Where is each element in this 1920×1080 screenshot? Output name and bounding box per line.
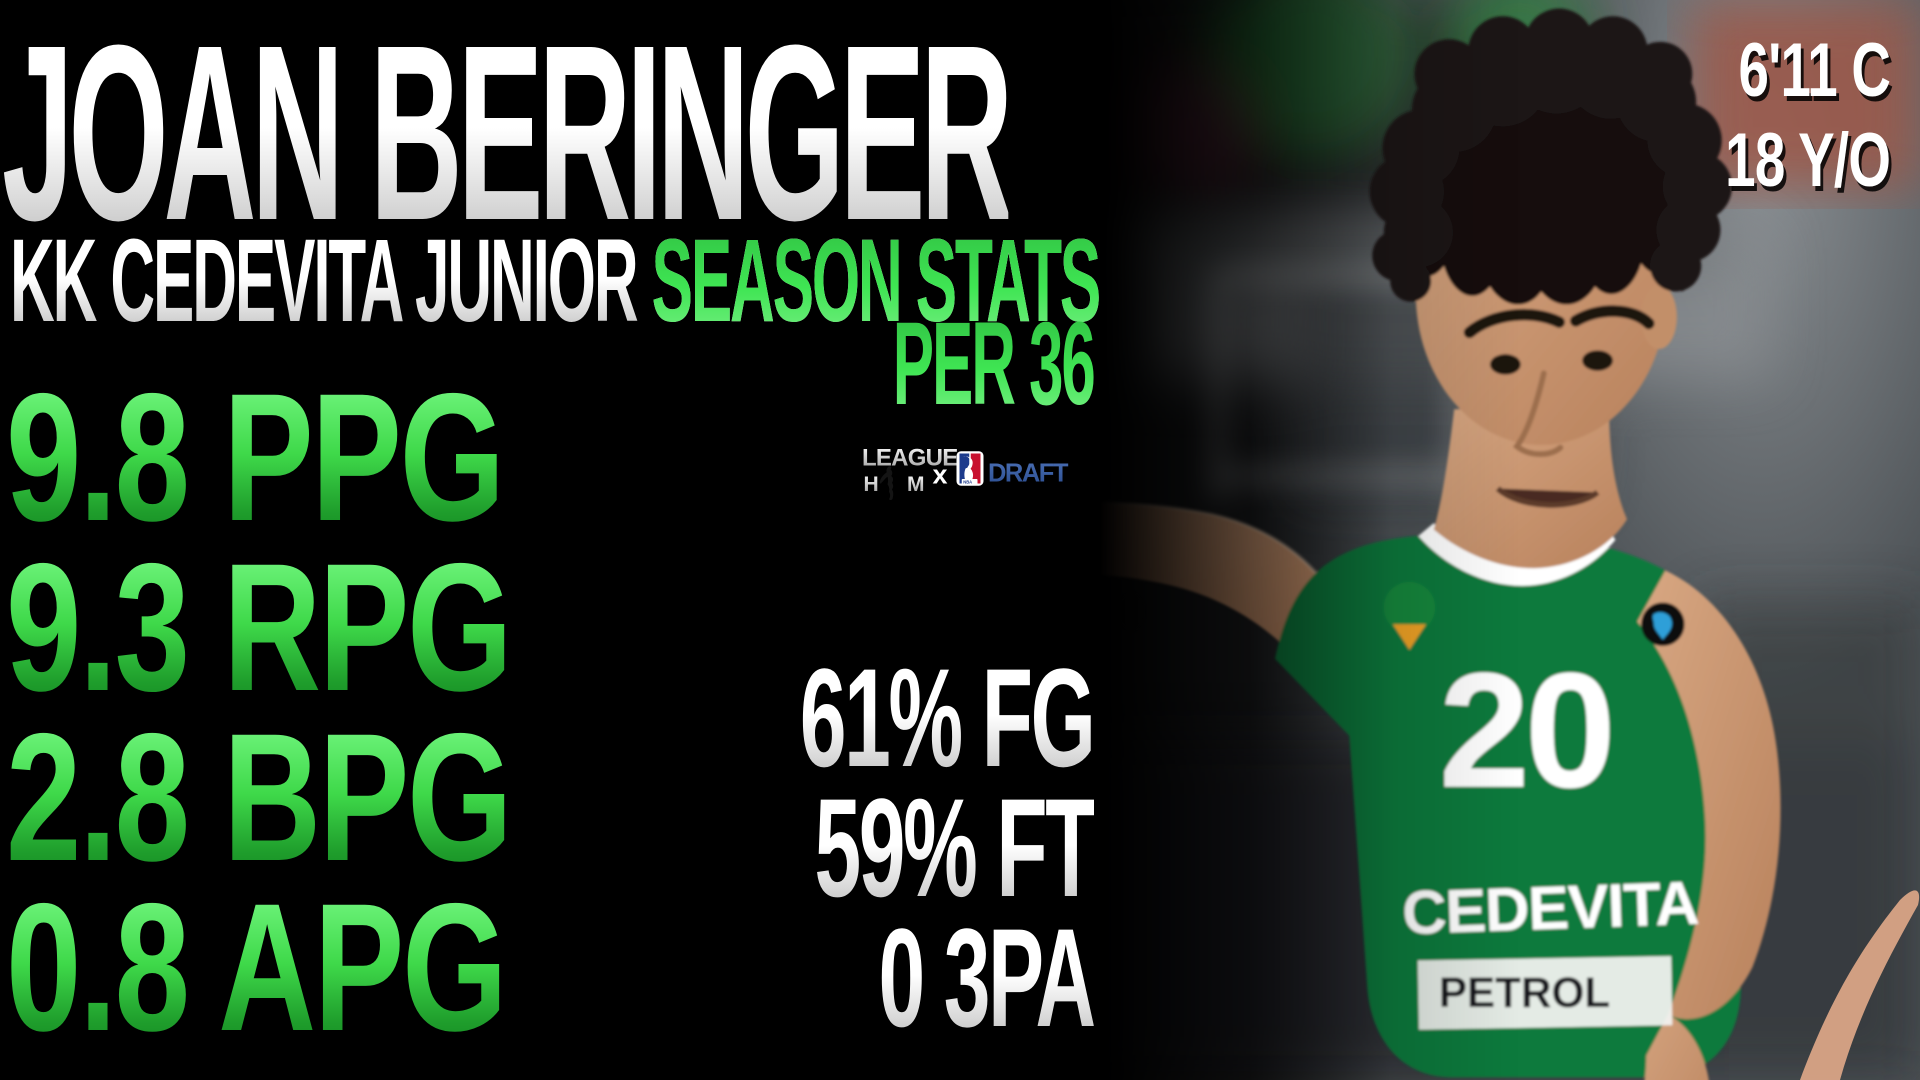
svg-text:H: H bbox=[864, 473, 879, 496]
svg-text:NBA: NBA bbox=[963, 480, 972, 485]
svg-text:M: M bbox=[907, 473, 925, 496]
svg-text:x: x bbox=[933, 460, 948, 490]
svg-text:DRAFT: DRAFT bbox=[988, 459, 1069, 487]
